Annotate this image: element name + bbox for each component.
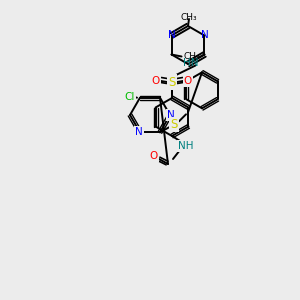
- Text: N: N: [201, 31, 208, 40]
- Text: O: O: [150, 151, 158, 161]
- Text: HN: HN: [183, 58, 198, 68]
- Text: CH₃: CH₃: [184, 52, 200, 61]
- Text: Cl: Cl: [125, 92, 135, 102]
- Text: N: N: [168, 31, 176, 40]
- Text: S: S: [170, 118, 178, 131]
- Text: N: N: [135, 127, 143, 137]
- Text: N: N: [167, 110, 175, 120]
- Text: O: O: [152, 76, 160, 86]
- Text: S: S: [168, 76, 176, 88]
- Text: NH: NH: [178, 141, 194, 151]
- Text: CH₃: CH₃: [181, 14, 197, 22]
- Text: O: O: [184, 76, 192, 86]
